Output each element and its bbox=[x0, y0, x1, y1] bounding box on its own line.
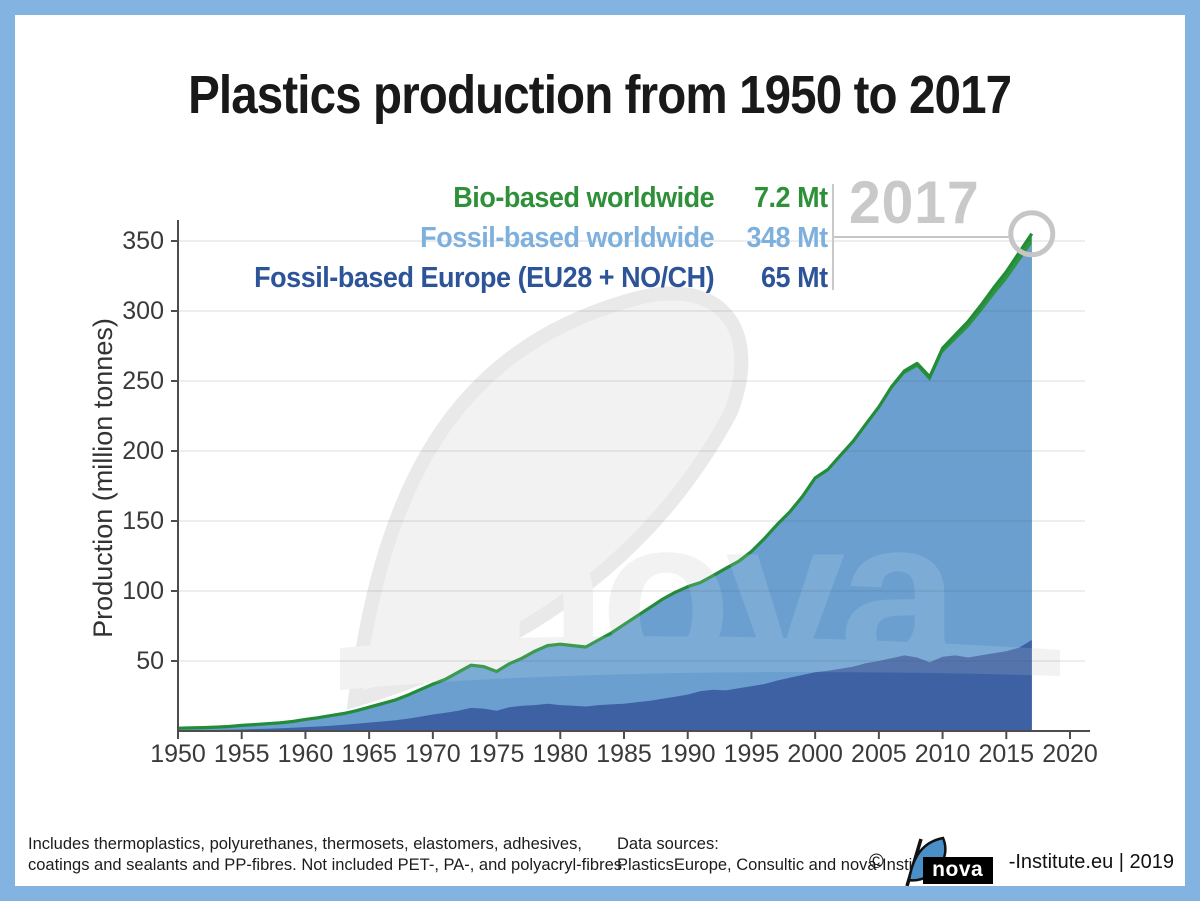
legend-item-fossil-europe: Fossil-based Europe (EU28 + NO/CH) 65 Mt bbox=[254, 258, 829, 298]
credit-text: -Institute.eu | 2019 bbox=[1008, 850, 1174, 873]
svg-text:1960: 1960 bbox=[278, 740, 334, 768]
endpoint-circle-icon bbox=[1008, 210, 1056, 258]
legend-label: Bio-based worldwide bbox=[453, 182, 715, 214]
svg-text:1950: 1950 bbox=[150, 740, 206, 768]
svg-text:2010: 2010 bbox=[915, 740, 971, 768]
axes bbox=[171, 220, 1090, 739]
legend-value: 65 Mt bbox=[761, 262, 828, 294]
nova-institute-logo-icon: nova bbox=[891, 836, 1007, 888]
legend-value: 7.2 Mt bbox=[754, 182, 828, 214]
page-title: Plastics production from 1950 to 2017 bbox=[188, 65, 1012, 125]
svg-text:200: 200 bbox=[122, 437, 164, 465]
footnote: Includes thermoplastics, polyurethanes, … bbox=[28, 834, 627, 876]
nova-logo-text: nova bbox=[922, 857, 993, 884]
svg-text:1965: 1965 bbox=[341, 740, 397, 768]
svg-text:1975: 1975 bbox=[469, 740, 525, 768]
svg-text:350: 350 bbox=[122, 227, 164, 255]
svg-text:300: 300 bbox=[122, 297, 164, 325]
data-sources-line-2: PlasticsEurope, Consultic and nova-Insti… bbox=[617, 856, 940, 874]
credit: © nova -Institute.eu | 2019 bbox=[869, 836, 1174, 888]
gridlines bbox=[178, 240, 1085, 662]
svg-text:100: 100 bbox=[122, 577, 164, 605]
legend-label: Fossil-based Europe (EU28 + NO/CH) bbox=[254, 262, 715, 294]
svg-text:1990: 1990 bbox=[660, 740, 716, 768]
svg-text:1980: 1980 bbox=[532, 740, 588, 768]
copyright-symbol: © bbox=[868, 850, 884, 873]
svg-text:1955: 1955 bbox=[214, 740, 270, 768]
axis-tick-labels: 50 100 150 200 250 300 350 1950 1955 1960 1965 1970… bbox=[122, 227, 1098, 768]
svg-text:1970: 1970 bbox=[405, 740, 461, 768]
svg-text:1995: 1995 bbox=[724, 740, 780, 768]
svg-text:2015: 2015 bbox=[978, 740, 1034, 768]
data-sources: Data sources: PlasticsEurope, Consultic … bbox=[617, 834, 940, 876]
footnote-line-2: coatings and sealants and PP-fibres. Not… bbox=[28, 856, 627, 874]
svg-text:2005: 2005 bbox=[851, 740, 907, 768]
legend-divider bbox=[832, 184, 834, 290]
svg-text:2020: 2020 bbox=[1042, 740, 1098, 768]
legend-item-bio: Bio-based worldwide 7.2 Mt bbox=[255, 178, 829, 218]
endpoint-annotation bbox=[834, 210, 1056, 258]
legend-item-fossil-world: Fossil-based worldwide 348 Mt bbox=[255, 218, 829, 258]
data-sources-line-1: Data sources: bbox=[617, 835, 719, 853]
y-axis-title: Production (million tonnes) bbox=[88, 318, 118, 638]
svg-text:150: 150 bbox=[122, 507, 164, 535]
svg-text:250: 250 bbox=[122, 367, 164, 395]
legend-label: Fossil-based worldwide bbox=[420, 222, 715, 254]
year-callout-2017: 2017 bbox=[849, 169, 980, 236]
svg-text:2000: 2000 bbox=[787, 740, 843, 768]
legend: Bio-based worldwide 7.2 Mt Fossil-based … bbox=[254, 178, 829, 298]
svg-text:1985: 1985 bbox=[596, 740, 652, 768]
legend-value: 348 Mt bbox=[746, 222, 829, 254]
page-title-wrap: Plastics production from 1950 to 2017 bbox=[0, 64, 1200, 126]
svg-text:50: 50 bbox=[136, 647, 164, 675]
footnote-line-1: Includes thermoplastics, polyurethanes, … bbox=[28, 835, 582, 853]
